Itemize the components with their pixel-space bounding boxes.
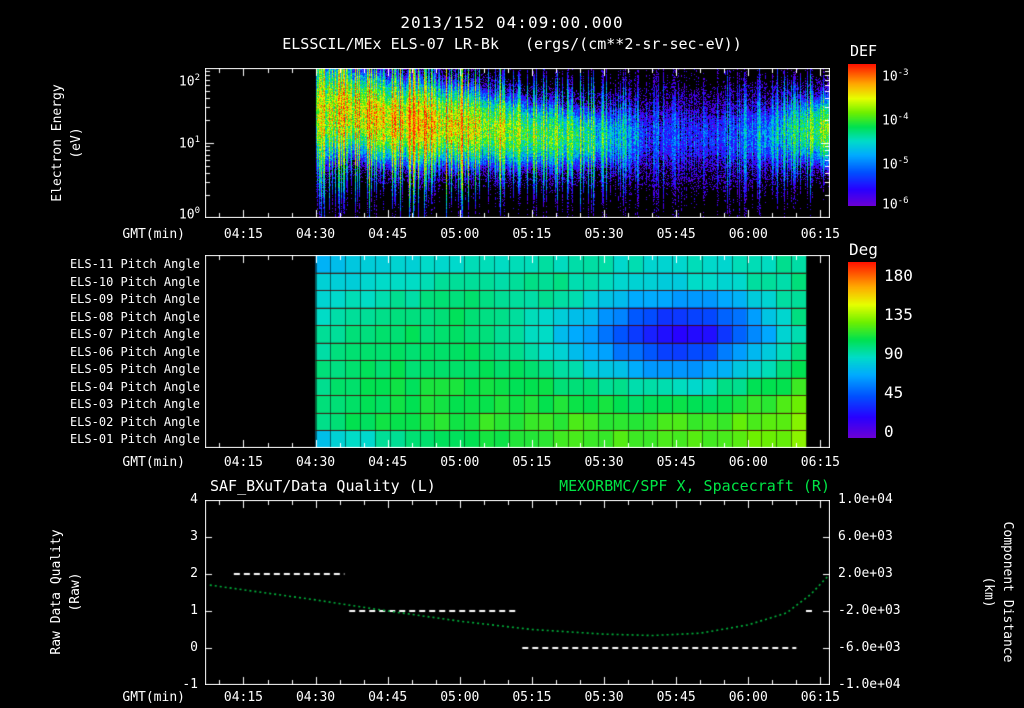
distance-axis-label: Component Distance (km) (981, 521, 1015, 663)
x-tick-label: 05:00 (440, 227, 480, 242)
distance-y-tick-label: 2.0e+03 (838, 566, 893, 581)
pitch-row-label: ELS-07 Pitch Angle (69, 327, 200, 341)
deg-colorbar-canvas (848, 262, 876, 438)
pitch-row-label: ELS-03 Pitch Angle (69, 397, 200, 411)
deg-colorbar-title: Deg (849, 240, 878, 259)
x-tick-label: 05:45 (656, 455, 696, 470)
quality-y-tick-label: 3 (190, 529, 198, 544)
quality-axis-label: Raw Data Quality (Raw) (49, 529, 83, 655)
distance-y-tick-label: -6.0e+03 (838, 640, 901, 655)
quality-y-tick-label: -1 (182, 677, 198, 692)
x-tick-label: 06:00 (728, 455, 768, 470)
distance-y-tick-label: 1.0e+04 (838, 492, 893, 507)
quality-distance-line-canvas (205, 500, 830, 685)
deg-colorbar-tick-label: 0 (884, 422, 894, 441)
energy-y-tick-label: 101 (178, 135, 200, 152)
quality-y-tick-label: 4 (190, 492, 198, 507)
distance-y-tick-label: -2.0e+03 (838, 603, 901, 618)
x-tick-label: 05:00 (440, 690, 480, 705)
flux-units-label: (ergs/(cm**2-sr-sec-eV)) (525, 35, 742, 53)
quality-y-tick-labels: 4 3 2 1 0 -1 (148, 492, 198, 692)
pitch-row-label: ELS-01 Pitch Angle (69, 432, 200, 446)
pitch-row-label: ELS-10 Pitch Angle (69, 275, 200, 289)
pitch-angle-row-labels: ELS-11 Pitch Angle ELS-10 Pitch Angle ELS-… (58, 255, 200, 448)
x-tick-label: 04:15 (223, 227, 264, 242)
x-tick-label: 06:00 (728, 227, 768, 242)
distance-y-tick-label: 6.0e+03 (838, 529, 893, 544)
x-tick-label: 05:30 (584, 227, 624, 242)
def-colorbar-tick-label: 10-3 (882, 68, 909, 85)
quality-y-tick-label: 1 (190, 603, 198, 618)
data-quality-series-title: SAF_BXuT/Data Quality (L) (210, 477, 436, 495)
pitch-row-label: ELS-05 Pitch Angle (69, 362, 200, 376)
x-axis-label-energy: GMT(min) (122, 227, 185, 242)
plot-subtitle: ELSSCIL/MEx ELS-07 LR-Bk (ergs/(cm**2-sr-… (0, 35, 1024, 53)
x-tick-label: 06:15 (800, 227, 840, 242)
pitch-row-label: ELS-08 Pitch Angle (69, 310, 200, 324)
pitch-row-label: ELS-06 Pitch Angle (69, 345, 200, 359)
pitch-angle-heatmap-canvas (205, 255, 830, 448)
deg-colorbar-tick-label: 135 (884, 305, 913, 324)
def-colorbar-tick-label: 10-6 (882, 196, 909, 213)
x-tick-label: 04:45 (368, 455, 408, 470)
plot-date-title: 2013/152 04:09:00.000 (400, 13, 624, 32)
x-tick-label: 05:00 (440, 455, 480, 470)
instrument-name: ELSSCIL/MEx ELS-07 LR-Bk (282, 35, 499, 53)
def-colorbar-title: DEF (850, 42, 878, 60)
x-tick-label: 04:45 (368, 227, 408, 242)
x-tick-label: 04:30 (295, 690, 336, 705)
x-tick-label: 04:30 (295, 227, 336, 242)
pitch-row-label: ELS-02 Pitch Angle (69, 415, 200, 429)
def-colorbar-tick-label: 10-4 (882, 112, 909, 129)
quality-y-tick-label: 2 (190, 566, 198, 581)
x-tick-label: 06:15 (800, 455, 840, 470)
pitch-row-label: ELS-09 Pitch Angle (69, 292, 200, 306)
x-tick-label: 06:15 (800, 690, 840, 705)
energy-y-tick-label: 100 (178, 206, 200, 223)
deg-colorbar-tick-label: 90 (884, 344, 904, 363)
energy-axis-label: Electron Energy (eV) (50, 84, 84, 202)
pitch-row-label: ELS-11 Pitch Angle (69, 257, 200, 271)
deg-colorbar-tick-label: 45 (884, 383, 904, 402)
x-tick-label: 05:30 (584, 455, 624, 470)
x-tick-label: 04:15 (223, 455, 264, 470)
def-colorbar-tick-labels: 10-3 10-4 10-5 10-6 (882, 64, 946, 214)
x-tick-row-pitch: 04:15 04:30 04:45 05:00 05:15 05:30 05:45 06:00… (205, 455, 840, 473)
x-tick-label: 04:30 (295, 455, 336, 470)
deg-colorbar-tick-labels: 180 135 90 45 0 (884, 262, 940, 442)
x-tick-label: 05:15 (512, 690, 552, 705)
energy-y-tick-labels: 102 101 100 (152, 68, 200, 222)
x-tick-label: 04:45 (368, 690, 408, 705)
x-tick-label: 05:45 (656, 690, 696, 705)
distance-y-tick-labels: 1.0e+04 6.0e+03 2.0e+03 -2.0e+03 -6.0e+03 -1.… (838, 492, 922, 692)
distance-y-tick-label: -1.0e+04 (838, 677, 901, 692)
x-tick-label: 06:00 (728, 690, 768, 705)
x-tick-row-energy: 04:15 04:30 04:45 05:00 05:15 05:30 05:45 06:00… (205, 227, 840, 245)
x-tick-row-quality: 04:15 04:30 04:45 05:00 05:15 05:30 05:45 06:00… (205, 690, 840, 708)
spacecraft-x-series-title: MEXORBMC/SPF X, Spacecraft (R) (559, 477, 830, 495)
def-colorbar-canvas (848, 64, 876, 206)
x-tick-label: 05:15 (512, 455, 552, 470)
x-axis-label-pitch: GMT(min) (122, 455, 185, 470)
x-tick-label: 05:45 (656, 227, 696, 242)
x-tick-label: 04:15 (223, 690, 264, 705)
x-axis-label-quality: GMT(min) (122, 690, 185, 705)
energy-y-tick-label: 102 (178, 73, 200, 90)
pitch-row-label: ELS-04 Pitch Angle (69, 380, 200, 394)
quality-y-tick-label: 0 (190, 640, 198, 655)
electron-energy-spectrogram-canvas (205, 68, 830, 218)
def-colorbar-tick-label: 10-5 (882, 156, 909, 173)
x-tick-label: 05:15 (512, 227, 552, 242)
deg-colorbar-tick-label: 180 (884, 266, 913, 285)
x-tick-label: 05:30 (584, 690, 624, 705)
